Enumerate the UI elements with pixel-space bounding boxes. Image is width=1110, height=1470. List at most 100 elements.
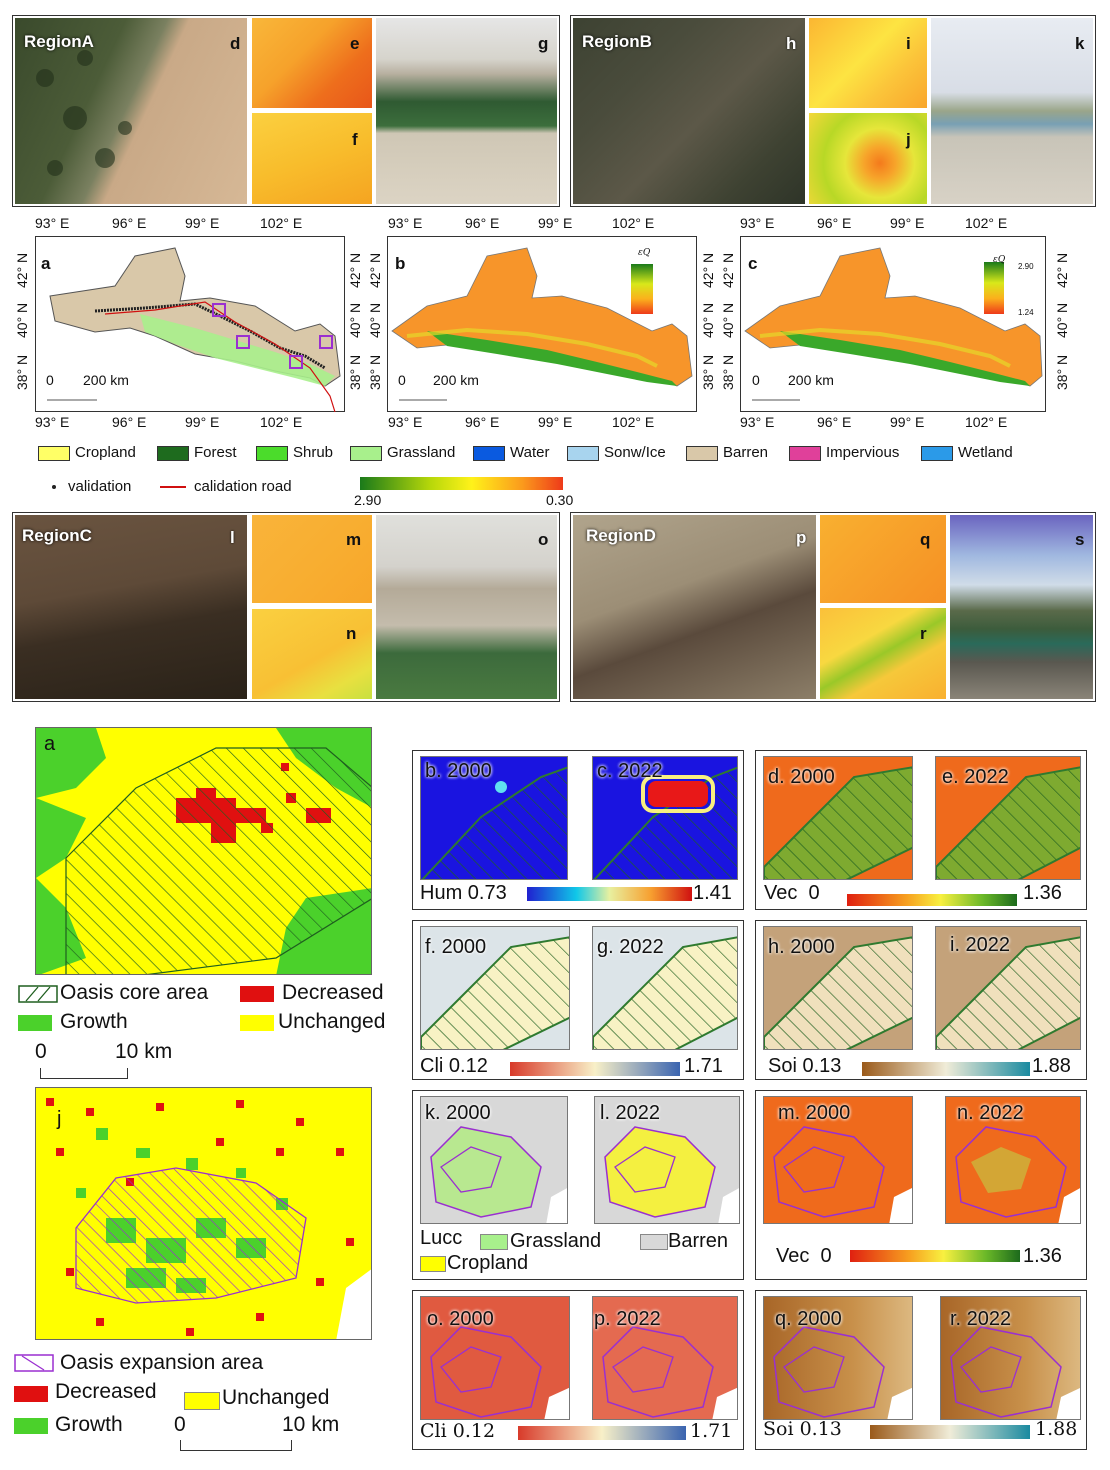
lon-tick-top: 99° E bbox=[185, 215, 220, 231]
map-b-scale-dist: 200 km bbox=[433, 372, 479, 388]
lat-tick: 38° N bbox=[700, 354, 716, 390]
soi2-2000-label: q. 2000 bbox=[775, 1308, 842, 1330]
map-label-b: b bbox=[395, 254, 406, 273]
scale2-dist: 10 km bbox=[282, 1413, 340, 1436]
region-a-title: RegionA bbox=[24, 32, 94, 51]
scale2-bar bbox=[180, 1440, 292, 1451]
panel-label-f: f bbox=[352, 130, 358, 149]
lon-tick-bottom: 96° E bbox=[465, 414, 500, 430]
lat-tick: 38° N bbox=[14, 354, 30, 390]
vec-2000-label: d. 2000 bbox=[768, 766, 835, 788]
scale1-zero: 0 bbox=[35, 1040, 47, 1063]
lat-tick: 38° N bbox=[367, 354, 383, 390]
lat-tick: 40° N bbox=[700, 302, 716, 338]
lon-tick-top: 96° E bbox=[112, 215, 147, 231]
lat-tick: 38° N bbox=[720, 354, 736, 390]
hum-2000-map bbox=[420, 756, 568, 880]
region-b-photo-k bbox=[931, 18, 1093, 204]
oasis-core-map bbox=[35, 727, 372, 975]
scale1-dist: 10 km bbox=[115, 1040, 173, 1063]
cli-var: Cli bbox=[420, 1055, 444, 1077]
region-d-title: RegionD bbox=[586, 526, 656, 545]
legend-unchanged: Unchanged bbox=[278, 1010, 386, 1033]
vec-2000-map bbox=[763, 756, 913, 880]
map-c-legend-min: 1.24 bbox=[1018, 308, 1034, 317]
vec-max: 1.36 bbox=[1023, 882, 1062, 904]
soi-var-label: Soi 0.13 bbox=[768, 1055, 841, 1078]
vec2-max: 1.36 bbox=[1023, 1245, 1062, 1267]
region-a-eq-e bbox=[252, 18, 372, 108]
legend-water: Water bbox=[473, 444, 549, 461]
lucc-grassland: Grassland bbox=[510, 1230, 602, 1252]
panel-label-k: k bbox=[1075, 34, 1085, 53]
lucc-swatch-barren bbox=[640, 1234, 668, 1250]
lon-tick-top: 102° E bbox=[965, 215, 1008, 231]
legend-snow-ice: Sonw/Ice bbox=[567, 444, 666, 461]
region-a-satellite bbox=[15, 18, 247, 204]
panel-label-o: o bbox=[538, 530, 549, 549]
legend-decreased-2: Decreased bbox=[55, 1380, 157, 1403]
lat-tick: 42° N bbox=[720, 252, 736, 288]
panel-label-g: g bbox=[538, 34, 549, 53]
eq-colorbar-right: 0.30 bbox=[546, 492, 574, 508]
vec-colorbar bbox=[847, 894, 1017, 906]
soi-colorbar bbox=[862, 1062, 1030, 1076]
lucc-var: Lucc bbox=[420, 1227, 463, 1249]
soi2-var-label: Soi 0.13 bbox=[763, 1418, 842, 1440]
region-c-satellite bbox=[15, 515, 247, 699]
panel-label-s: s bbox=[1075, 530, 1085, 549]
lon-tick-top: 93° E bbox=[388, 215, 423, 231]
lon-tick-bottom: 102° E bbox=[965, 414, 1008, 430]
lon-tick-bottom: 96° E bbox=[817, 414, 852, 430]
vec2-var-label: Vec 0 bbox=[776, 1245, 832, 1268]
vec2-2022-label: n. 2022 bbox=[957, 1102, 1024, 1124]
hatch-green-swatch bbox=[18, 985, 58, 1003]
region-a-photo-g bbox=[376, 18, 557, 204]
swatch-decreased bbox=[240, 986, 274, 1002]
lon-tick-bottom: 93° E bbox=[35, 414, 70, 430]
hum-colorbar bbox=[527, 887, 692, 901]
map-label-c: c bbox=[748, 254, 758, 273]
cli-min: 0.12 bbox=[448, 1055, 488, 1077]
region-d-eq-q bbox=[820, 515, 946, 603]
lon-tick-bottom: 99° E bbox=[890, 414, 925, 430]
region-c-eq-n bbox=[252, 609, 372, 699]
cli-2000-map bbox=[420, 926, 570, 1050]
panel-label-e: e bbox=[350, 34, 360, 53]
cli2-2022-label: p. 2022 bbox=[594, 1308, 661, 1330]
hum-min: 0.73 bbox=[467, 882, 507, 904]
legend-unchanged-2: Unchanged bbox=[222, 1386, 330, 1409]
region-c-eq-m bbox=[252, 515, 372, 603]
lat-tick: 40° N bbox=[720, 302, 736, 338]
map-c-scale-dist: 200 km bbox=[788, 372, 834, 388]
map-c-scale-zero: 0 bbox=[752, 372, 760, 388]
cli2-min: 0.12 bbox=[452, 1420, 496, 1442]
legend-shrub: Shrub bbox=[256, 444, 333, 461]
lucc-2022-label: l. 2022 bbox=[600, 1102, 661, 1124]
panel-label-p: p bbox=[796, 528, 807, 547]
vec-2022-label: e. 2022 bbox=[942, 766, 1009, 788]
legend-barren: Barren bbox=[686, 444, 768, 461]
oasis-expansion-map bbox=[35, 1087, 372, 1340]
region-b-satellite bbox=[573, 18, 805, 204]
vec-var-label: Vec 0 bbox=[764, 882, 820, 905]
map-c-eq-map bbox=[744, 247, 1043, 401]
lon-tick-top: 96° E bbox=[817, 215, 852, 231]
soi2-var: Soi bbox=[763, 1418, 794, 1440]
eq-colorbar bbox=[360, 477, 563, 490]
lon-tick-bottom: 99° E bbox=[538, 414, 573, 430]
legend-growth: Growth bbox=[60, 1010, 128, 1033]
lon-tick-bottom: 99° E bbox=[185, 414, 220, 430]
lat-tick: 38° N bbox=[1054, 354, 1070, 390]
map-label-a: a bbox=[41, 254, 51, 273]
panel-label-n: n bbox=[346, 624, 357, 643]
legend-road: calidation road bbox=[160, 478, 292, 495]
map-b-legend-symbol: εQ bbox=[638, 248, 651, 258]
scale1-bar bbox=[40, 1068, 128, 1079]
soi2-colorbar bbox=[870, 1425, 1030, 1439]
cli2-var: Cli bbox=[420, 1420, 447, 1442]
soi2-2022-map bbox=[940, 1296, 1081, 1420]
lon-tick-top: 96° E bbox=[465, 215, 500, 231]
hum-2000-label: b. 2000 bbox=[425, 760, 492, 782]
lon-tick-top: 93° E bbox=[740, 215, 775, 231]
